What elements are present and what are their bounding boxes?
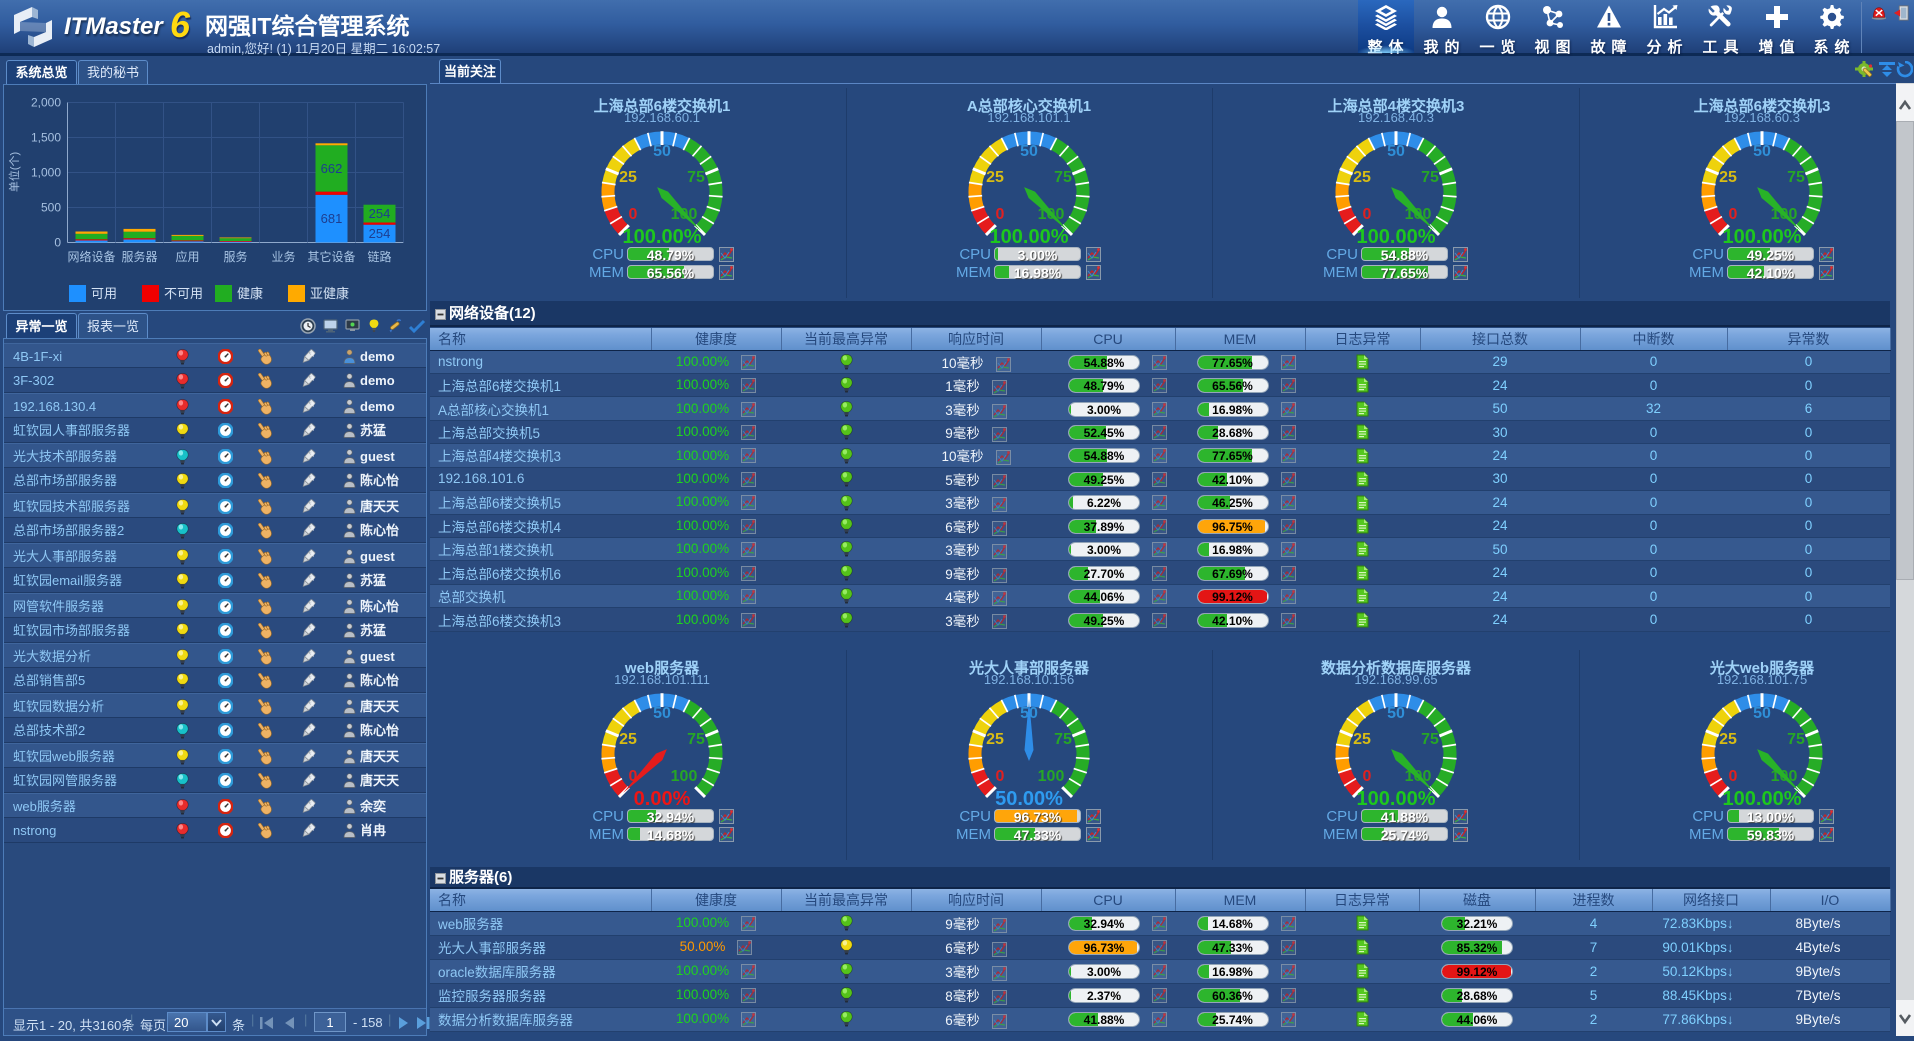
svg-text:亚健康: 亚健康 <box>310 286 349 301</box>
svg-text:75: 75 <box>687 169 705 186</box>
svg-text:0: 0 <box>996 768 1005 785</box>
svg-text:0: 0 <box>1729 768 1738 785</box>
svg-text:75: 75 <box>1787 731 1805 748</box>
svg-text:2,000: 2,000 <box>31 96 61 110</box>
svg-text:25: 25 <box>1719 731 1737 748</box>
svg-text:健康: 健康 <box>237 286 263 301</box>
svg-text:业务: 业务 <box>271 249 295 264</box>
svg-text:0: 0 <box>629 768 638 785</box>
svg-text:1,500: 1,500 <box>31 131 61 145</box>
svg-text:50: 50 <box>1753 143 1771 160</box>
svg-text:服务器: 服务器 <box>121 249 157 264</box>
svg-text:可用: 可用 <box>91 286 117 301</box>
svg-text:681: 681 <box>321 211 343 226</box>
svg-text:25: 25 <box>1353 731 1371 748</box>
svg-text:254: 254 <box>369 206 391 221</box>
svg-text:50: 50 <box>653 143 671 160</box>
svg-text:50: 50 <box>1753 705 1771 722</box>
svg-text:100: 100 <box>1038 768 1065 785</box>
svg-text:75: 75 <box>1421 169 1439 186</box>
svg-text:75: 75 <box>1421 731 1439 748</box>
svg-text:0: 0 <box>54 236 61 250</box>
svg-text:25: 25 <box>619 169 637 186</box>
svg-text:其它设备: 其它设备 <box>307 249 355 264</box>
svg-text:0: 0 <box>1729 206 1738 223</box>
svg-text:75: 75 <box>1054 731 1072 748</box>
svg-text:662: 662 <box>321 161 343 176</box>
svg-text:服务: 服务 <box>223 249 247 264</box>
svg-text:25: 25 <box>1719 169 1737 186</box>
svg-text:不可用: 不可用 <box>164 286 203 301</box>
svg-text:75: 75 <box>687 731 705 748</box>
svg-text:0: 0 <box>1363 206 1372 223</box>
svg-text:254: 254 <box>369 226 391 241</box>
svg-text:75: 75 <box>1787 169 1805 186</box>
svg-text:50: 50 <box>1387 143 1405 160</box>
svg-text:25: 25 <box>986 169 1004 186</box>
svg-text:50: 50 <box>1387 705 1405 722</box>
svg-text:0: 0 <box>629 206 638 223</box>
svg-text:100: 100 <box>671 768 698 785</box>
svg-text:25: 25 <box>1353 169 1371 186</box>
svg-text:50: 50 <box>653 705 671 722</box>
svg-text:0: 0 <box>996 206 1005 223</box>
svg-text:75: 75 <box>1054 169 1072 186</box>
svg-text:25: 25 <box>986 731 1004 748</box>
svg-text:500: 500 <box>41 201 61 215</box>
svg-text:网络设备: 网络设备 <box>67 249 115 264</box>
svg-text:0: 0 <box>1363 768 1372 785</box>
svg-text:链路: 链路 <box>367 249 391 264</box>
svg-text:25: 25 <box>619 731 637 748</box>
svg-text:应用: 应用 <box>175 249 199 264</box>
svg-text:50: 50 <box>1020 143 1038 160</box>
svg-text:1,000: 1,000 <box>31 166 61 180</box>
svg-text:单位(个): 单位(个) <box>7 152 21 192</box>
